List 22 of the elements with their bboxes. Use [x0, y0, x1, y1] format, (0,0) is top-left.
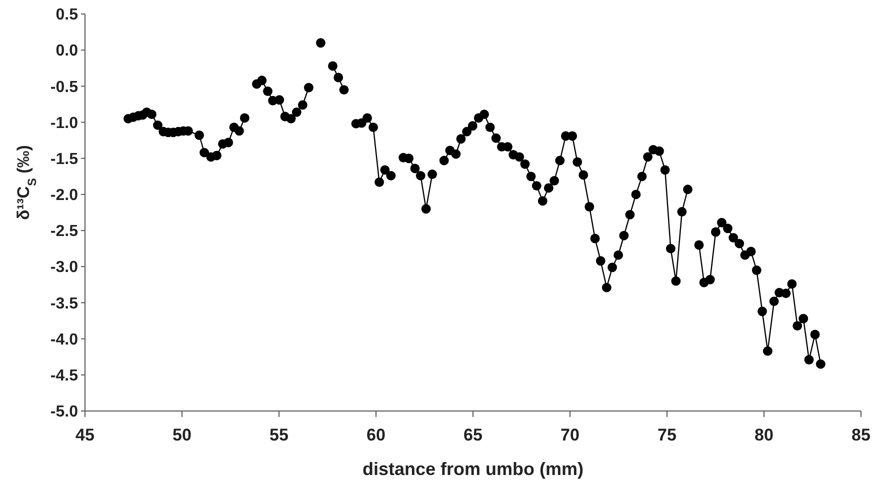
y-tick-label: -3.5	[50, 295, 78, 312]
x-tick-label: 75	[658, 425, 676, 444]
x-tick-label: 85	[852, 425, 870, 444]
y-tick-label: -4.5	[50, 368, 78, 385]
y-tick-label: -3.0	[50, 259, 78, 276]
y-tick-label: 0.5	[56, 6, 78, 24]
y-tick-label: -1.0	[50, 114, 78, 132]
x-tick-label: 60	[366, 425, 386, 444]
y-tick-label: -2.0	[50, 187, 78, 204]
x-axis-title: distance from umbo (mm)	[362, 459, 584, 479]
y-tick-label: -4.0	[50, 331, 78, 348]
y-tick-label: -0.5	[50, 78, 78, 96]
y-tick-label: -2.5	[50, 223, 78, 240]
x-tick-label: 70	[560, 425, 580, 444]
x-tick-label: 65	[464, 425, 482, 444]
x-tick-label: 80	[754, 425, 774, 444]
x-tick-label: 45	[76, 425, 94, 444]
x-tick-label: 55	[270, 425, 288, 444]
y-tick-label: 0.0	[56, 42, 78, 60]
y-tick-label: -5.0	[50, 404, 78, 421]
y-tick-label: -1.5	[50, 150, 78, 168]
x-tick-label: 50	[172, 425, 192, 444]
